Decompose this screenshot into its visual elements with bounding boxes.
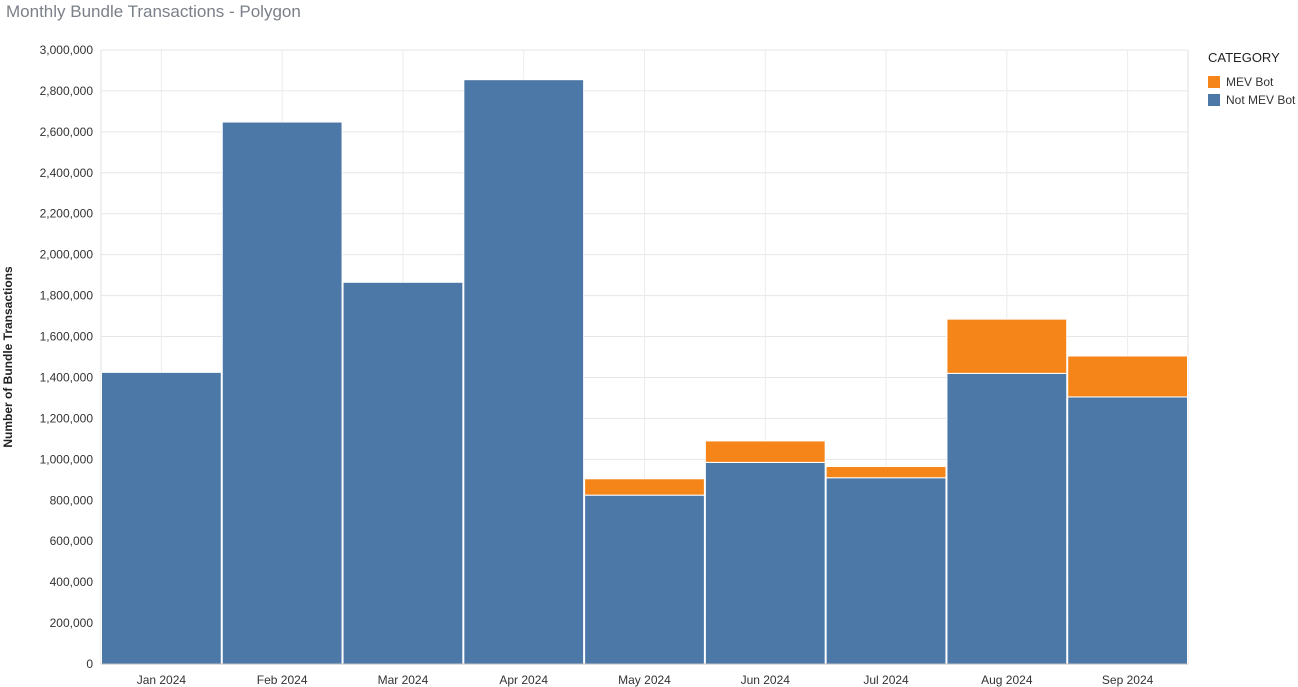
y-axis-title: Number of Bundle Transactions	[1, 266, 15, 448]
y-tick-label: 800,000	[50, 493, 94, 507]
bar-mev-bot	[704, 440, 826, 463]
bar-mev-bot	[946, 318, 1068, 374]
bar-not-mev-bot	[946, 372, 1068, 665]
y-tick-label: 0	[86, 657, 93, 671]
y-tick-label: 3,000,000	[40, 43, 94, 57]
bar-not-mev-bot	[221, 121, 343, 665]
x-tick-label: Jul 2024	[863, 673, 909, 687]
y-tick-label: 600,000	[50, 534, 94, 548]
legend-label: MEV Bot	[1226, 75, 1274, 89]
y-tick-label: 2,400,000	[40, 166, 94, 180]
legend-title: CATEGORY	[1208, 50, 1280, 65]
bar-mev-bot	[584, 478, 705, 496]
bar-not-mev-bot	[1067, 396, 1188, 665]
x-tick-label: Sep 2024	[1102, 673, 1154, 687]
y-tick-label: 400,000	[50, 575, 94, 589]
bar-not-mev-bot	[584, 494, 705, 665]
bar-not-mev-bot	[101, 371, 222, 665]
y-tick-label: 2,600,000	[40, 125, 94, 139]
legend-item-mev-bot[interactable]: MEV Bot	[1208, 73, 1295, 91]
bar-not-mev-bot	[825, 477, 947, 665]
legend-swatch	[1208, 94, 1220, 106]
y-tick-label: 1,200,000	[40, 411, 94, 425]
x-tick-label: Jun 2024	[741, 673, 791, 687]
y-tick-label: 1,000,000	[40, 452, 94, 466]
x-tick-label: Jan 2024	[137, 673, 187, 687]
legend-items: MEV Bot Not MEV Bot	[1208, 73, 1295, 109]
x-tick-label: Feb 2024	[257, 673, 308, 687]
y-tick-label: 2,800,000	[40, 84, 94, 98]
y-tick-label: 1,400,000	[40, 370, 94, 384]
y-tick-label: 2,200,000	[40, 207, 94, 221]
y-tick-label: 200,000	[50, 616, 94, 630]
bar-not-mev-bot	[342, 281, 464, 665]
y-tick-label: 2,000,000	[40, 248, 94, 262]
bar-mev-bot	[1067, 355, 1188, 398]
bar-mev-bot	[825, 465, 947, 479]
legend-swatch	[1208, 76, 1220, 88]
chart-title: Monthly Bundle Transactions - Polygon	[6, 2, 301, 21]
x-tick-label: Apr 2024	[499, 673, 548, 687]
bar-not-mev-bot	[463, 79, 585, 665]
legend-item-not-mev-bot[interactable]: Not MEV Bot	[1208, 91, 1295, 109]
legend: CATEGORY MEV Bot Not MEV Bot	[1208, 50, 1295, 109]
x-tick-label: Aug 2024	[981, 673, 1033, 687]
legend-label: Not MEV Bot	[1226, 93, 1296, 107]
y-tick-label: 1,800,000	[40, 289, 94, 303]
y-tick-label: 1,600,000	[40, 330, 94, 344]
x-tick-label: May 2024	[618, 673, 671, 687]
bar-not-mev-bot	[704, 461, 826, 665]
x-tick-label: Mar 2024	[378, 673, 429, 687]
